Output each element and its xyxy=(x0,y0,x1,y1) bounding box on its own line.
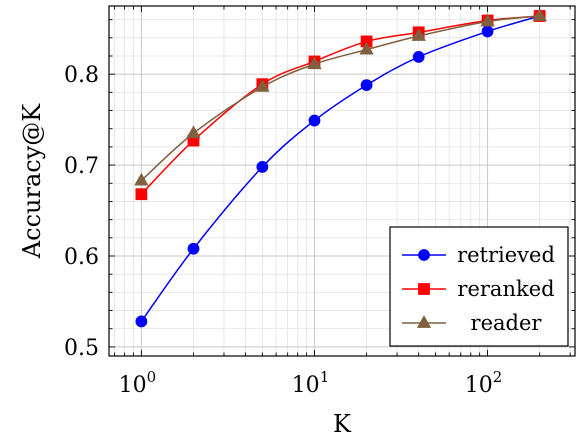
legend-marker xyxy=(418,249,430,261)
data-point-retrieved xyxy=(360,79,373,91)
x-axis-label: K xyxy=(333,410,352,438)
data-point-reranked xyxy=(135,188,148,201)
y-tick-label: 0.8 xyxy=(64,63,99,88)
data-point-reader xyxy=(480,13,495,27)
y-tick-label: 0.7 xyxy=(64,154,99,179)
x-tick-label: 100 xyxy=(119,368,157,398)
x-tick-label: 101 xyxy=(292,368,330,398)
legend-marker xyxy=(418,283,430,295)
data-point-reader xyxy=(186,125,201,139)
legend: retrieved reranked reader xyxy=(389,226,569,347)
data-point-reader xyxy=(532,8,547,21)
legend-marker xyxy=(416,315,432,328)
data-point-retrieved xyxy=(481,25,494,38)
legend-item-reader: reader xyxy=(402,311,542,335)
tick-labels: 0.5 0.6 0.7 0.8 100 101 102 xyxy=(64,63,502,398)
y-tick-label: 0.6 xyxy=(64,245,99,270)
data-point-retrieved xyxy=(412,51,425,63)
data-point-reader xyxy=(307,56,322,70)
data-point-retrieved xyxy=(256,161,269,173)
data-point-retrieved xyxy=(135,315,148,328)
legend-item-reranked: reranked xyxy=(402,277,555,301)
legend-label: retrieved xyxy=(457,243,555,267)
series-layer xyxy=(134,8,547,328)
legend-label: reader xyxy=(471,311,543,335)
x-tick-label: 102 xyxy=(465,368,503,398)
data-point-retrieved xyxy=(308,114,321,127)
data-point-reader xyxy=(359,41,374,55)
series-retrieved xyxy=(135,10,546,328)
data-point-reader xyxy=(411,28,426,41)
data-point-reader xyxy=(255,79,270,92)
plot-frame xyxy=(108,5,576,357)
data-point-reader xyxy=(134,172,149,186)
data-point-retrieved xyxy=(187,242,200,255)
legend-item-retrieved: retrieved xyxy=(402,243,555,267)
legend-label: reranked xyxy=(457,277,554,301)
y-axis-label: Accuracy@K xyxy=(18,103,46,259)
series-reader xyxy=(134,8,547,186)
y-tick-label: 0.5 xyxy=(64,336,99,361)
series-reranked xyxy=(135,10,546,201)
axis-ticks xyxy=(109,6,575,356)
